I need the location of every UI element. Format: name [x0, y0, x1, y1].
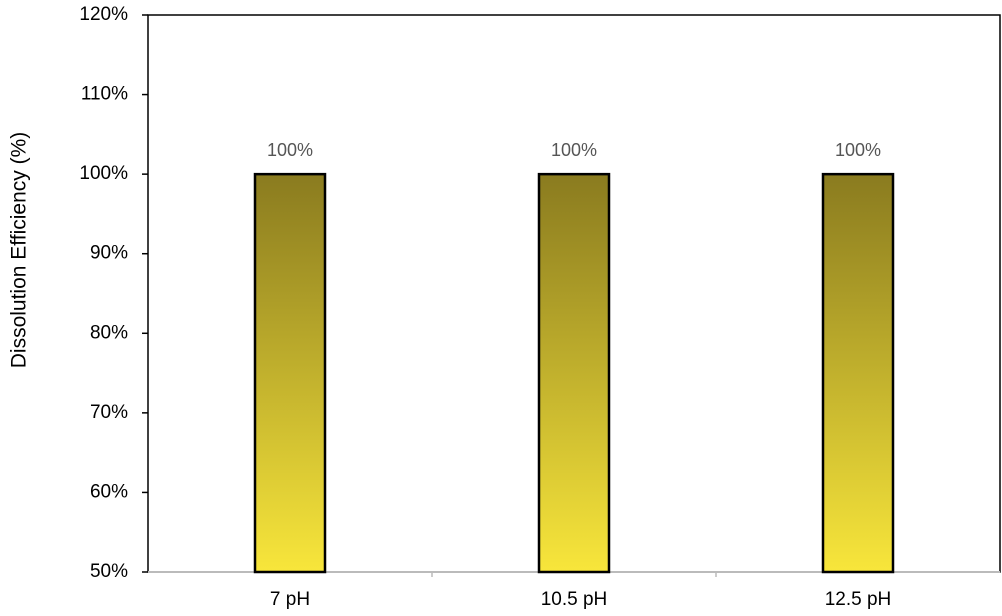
x-tick-label: 10.5 pH [541, 589, 608, 610]
value-label: 100% [551, 140, 597, 160]
bar [537, 172, 611, 574]
x-tick-label: 7 pH [270, 589, 310, 610]
x-tick-label: 12.5 pH [825, 589, 892, 610]
y-tick-label: 110% [81, 84, 128, 105]
y-tick-label: 50% [90, 561, 128, 582]
y-tick-label: 100% [79, 163, 128, 184]
value-label: 100% [835, 140, 881, 160]
y-tick-label: 90% [90, 243, 128, 264]
y-tick-label: 80% [90, 322, 128, 343]
value-label: 100% [267, 140, 313, 160]
y-axis-label: Dissolution Efficiency (%) [8, 132, 31, 369]
y-tick-label: 120% [79, 4, 128, 25]
y-tick-label: 60% [90, 481, 128, 502]
bar [821, 172, 895, 574]
bar [253, 172, 327, 574]
y-tick-label: 70% [90, 402, 128, 423]
